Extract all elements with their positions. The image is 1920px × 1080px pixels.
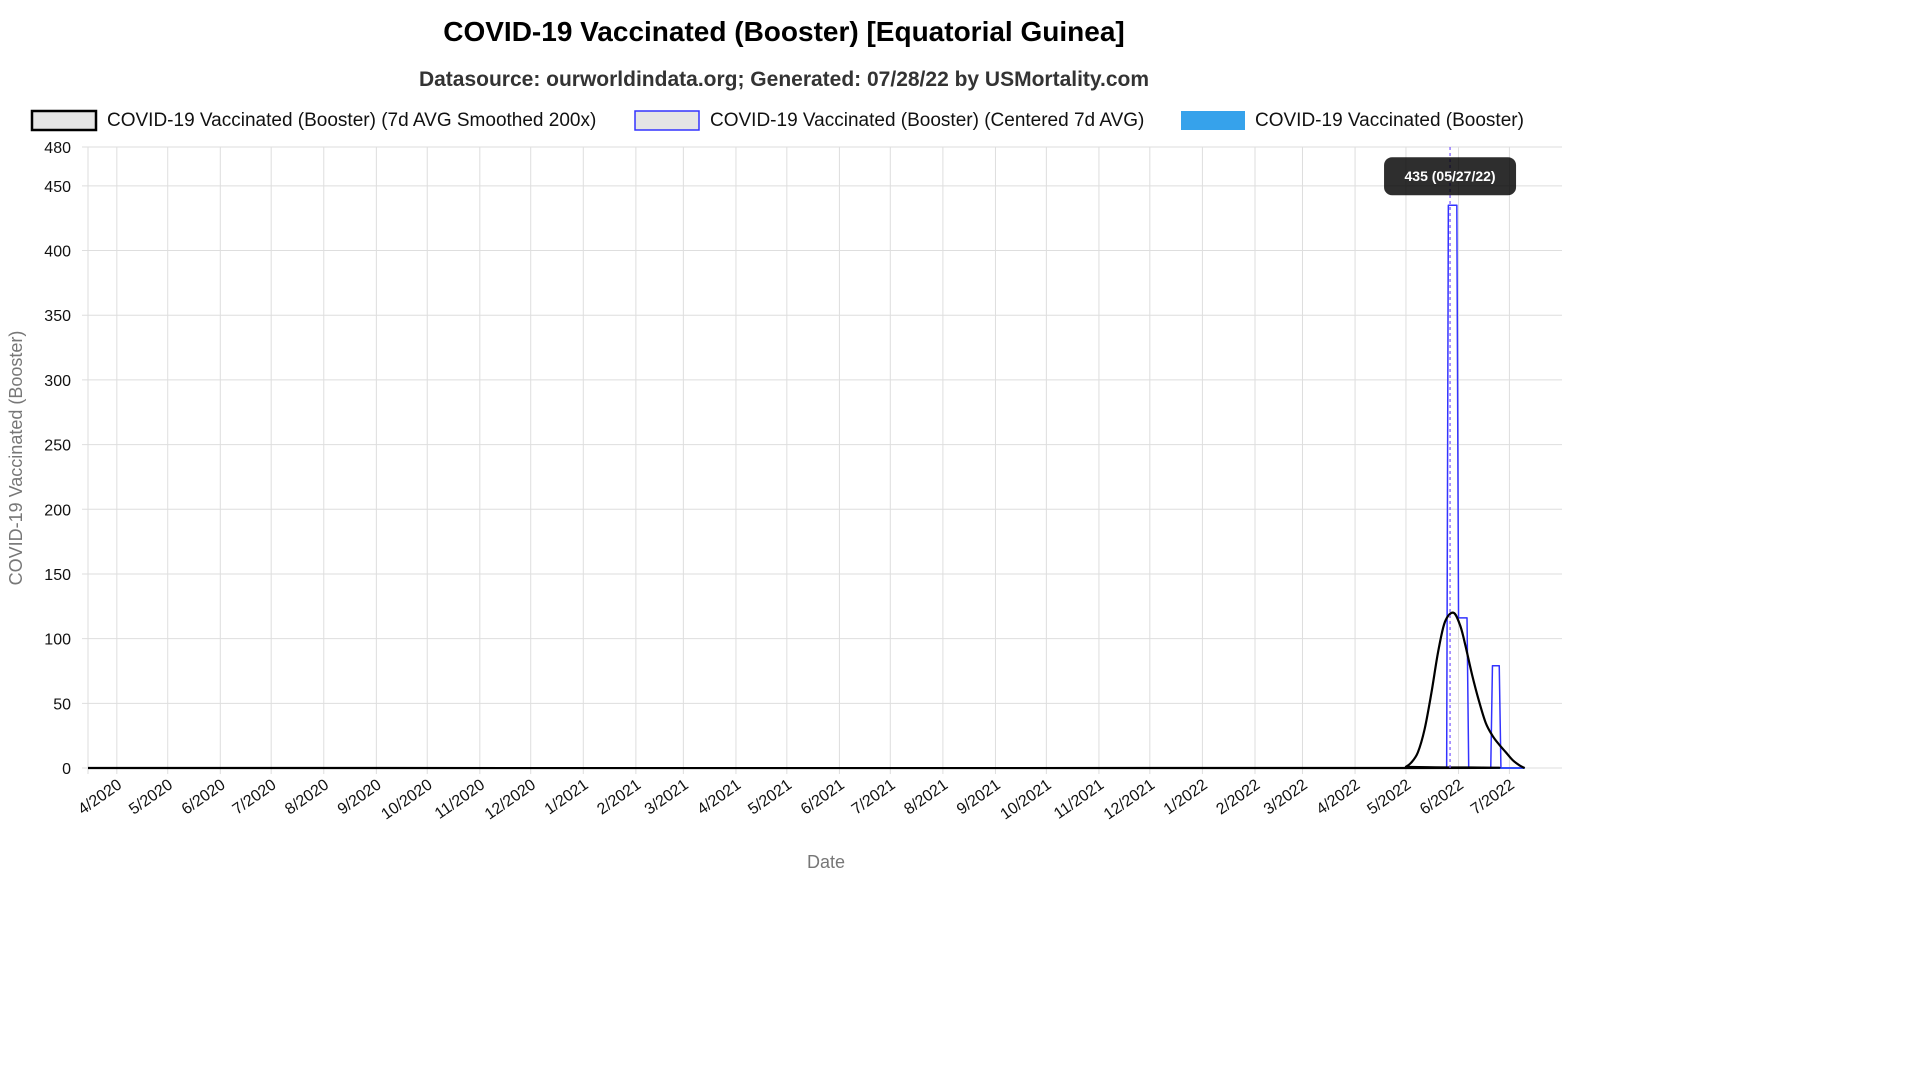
legend: COVID-19 Vaccinated (Booster) (7d AVG Sm…	[30, 109, 1524, 132]
y-tick-label: 100	[44, 632, 71, 649]
x-tick-label: 1/2021	[542, 776, 592, 818]
x-tick-label: 4/2021	[694, 776, 744, 818]
x-axis-title: Date	[807, 852, 845, 872]
legend-item-raw[interactable]: COVID-19 Vaccinated (Booster)	[1181, 110, 1524, 131]
x-tick-label: 8/2020	[282, 776, 332, 818]
x-tick-label: 5/2022	[1364, 776, 1414, 818]
legend-item-centered[interactable]: COVID-19 Vaccinated (Booster) (Centered …	[634, 110, 1144, 131]
y-tick-label: 200	[44, 502, 71, 519]
legend-label-smoothed: COVID-19 Vaccinated (Booster) (7d AVG Sm…	[107, 110, 596, 131]
y-tick-label: 300	[44, 373, 71, 390]
x-tick-label: 9/2020	[335, 776, 385, 818]
y-tick-label: 350	[44, 308, 71, 325]
x-tick-label: 4/2020	[75, 776, 125, 818]
x-tick-label: 8/2021	[901, 776, 951, 818]
tooltip-text: 435 (05/27/22)	[1405, 168, 1496, 184]
y-tick-label: 480	[44, 140, 71, 157]
chart-title: COVID-19 Vaccinated (Booster) [Equatoria…	[443, 16, 1124, 47]
y-tick-label: 0	[62, 761, 71, 778]
x-tick-label: 5/2020	[126, 776, 176, 818]
legend-swatch-raw	[1181, 111, 1245, 130]
chart-subtitle: Datasource: ourworldindata.org; Generate…	[419, 68, 1149, 91]
x-tick-label: 5/2021	[745, 776, 795, 818]
y-axis-ticks: 0 50 100 150 200 250 300 350 400 450 480	[44, 140, 71, 778]
y-tick-label: 400	[44, 244, 71, 261]
y-tick-label: 450	[44, 179, 71, 196]
plot-area	[87, 204, 1526, 770]
x-tick-label: 7/2022	[1468, 776, 1518, 818]
x-tick-label: 11/2020	[432, 776, 488, 822]
gridlines	[82, 146, 1562, 774]
legend-item-smoothed[interactable]: COVID-19 Vaccinated (Booster) (7d AVG Sm…	[30, 109, 596, 132]
x-tick-label: 7/2020	[230, 776, 280, 818]
tooltip	[1384, 157, 1517, 196]
series-line-centered	[88, 204, 1525, 769]
x-tick-label: 1/2022	[1161, 776, 1211, 818]
tooltip-layer: 435 (05/27/22)	[1384, 147, 1517, 768]
y-tick-label: 50	[53, 696, 71, 713]
x-tick-label: 7/2021	[849, 776, 899, 818]
x-tick-label: 6/2022	[1417, 776, 1467, 818]
x-tick-label: 3/2021	[642, 776, 692, 818]
x-tick-label: 10/2020	[378, 776, 435, 823]
x-tick-label: 12/2020	[482, 776, 539, 823]
chart: COVID-19 Vaccinated (Booster) [Equatoria…	[6, 16, 1562, 872]
x-tick-label: 10/2021	[998, 776, 1055, 823]
x-tick-label: 2/2022	[1213, 776, 1263, 818]
x-tick-label: 11/2021	[1051, 776, 1107, 822]
y-axis-title: COVID-19 Vaccinated (Booster)	[6, 331, 26, 586]
legend-swatch-smoothed	[30, 109, 98, 132]
x-tick-label: 9/2021	[954, 776, 1004, 818]
x-tick-label: 12/2021	[1101, 776, 1158, 823]
y-tick-label: 250	[44, 438, 71, 455]
legend-swatch-centered	[634, 110, 700, 131]
legend-label-centered: COVID-19 Vaccinated (Booster) (Centered …	[710, 110, 1144, 131]
x-tick-label: 2/2021	[594, 776, 644, 818]
x-tick-label: 6/2020	[179, 776, 229, 818]
y-tick-label: 150	[44, 567, 71, 584]
x-axis-ticks: 4/2020 5/2020 6/2020 7/2020 8/2020 9/202010/2…	[75, 776, 1518, 823]
series-line-smoothed	[87, 611, 1526, 770]
x-tick-label: 4/2022	[1314, 776, 1364, 818]
x-tick-label: 3/2022	[1261, 776, 1311, 818]
x-tick-label: 6/2021	[798, 776, 848, 818]
legend-label-raw: COVID-19 Vaccinated (Booster)	[1255, 110, 1524, 131]
